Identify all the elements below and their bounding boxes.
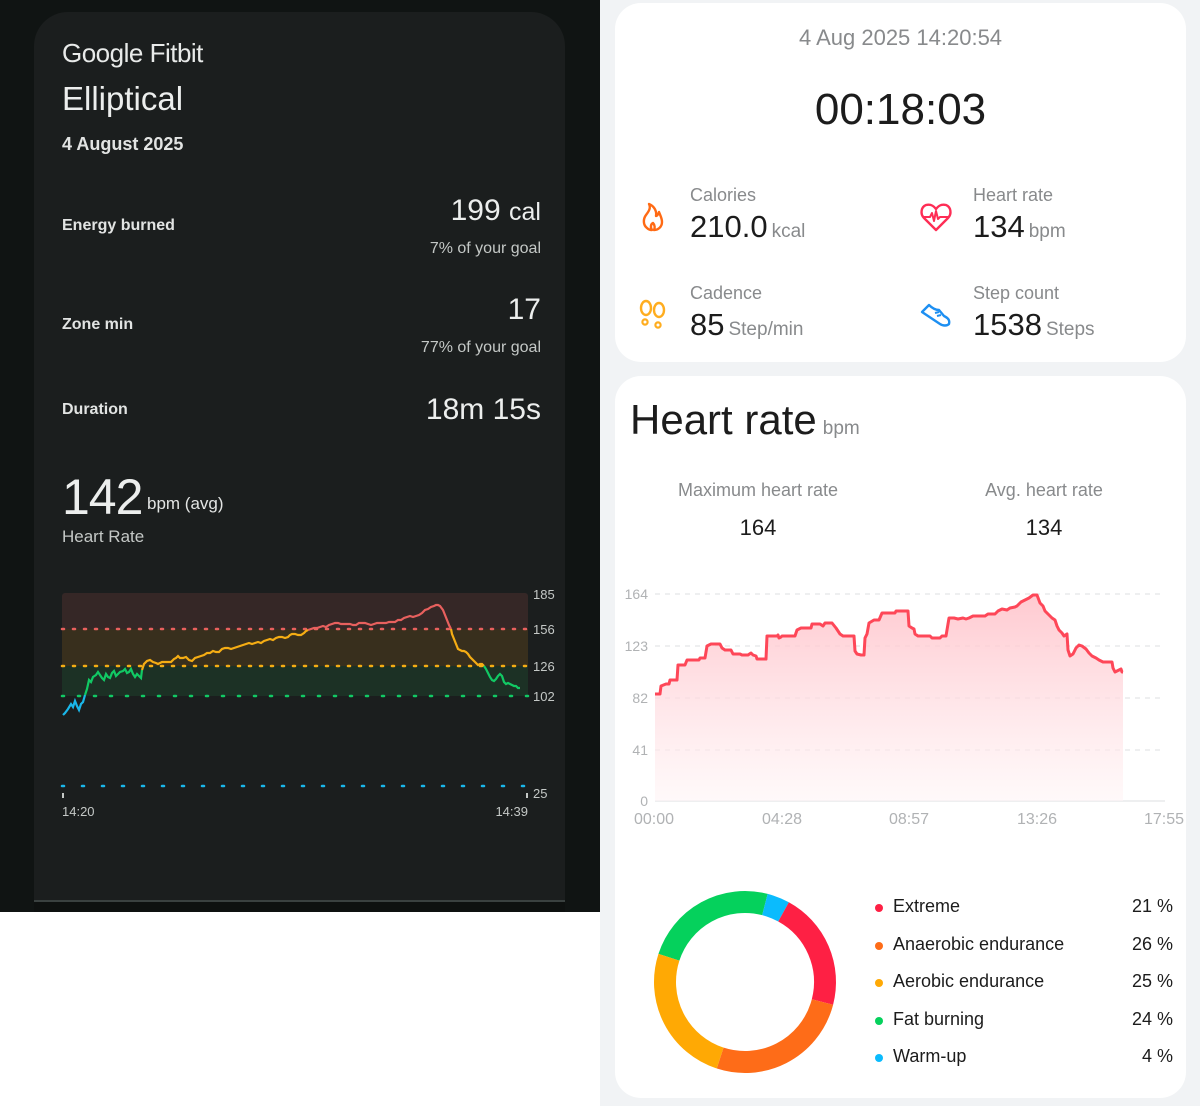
stat-heart-rate: Heart rate 134 bpm xyxy=(918,185,1178,255)
divider xyxy=(34,900,565,902)
svg-text:126: 126 xyxy=(533,659,555,674)
heart-pulse-icon xyxy=(920,203,952,232)
step-count-value: 1538 Steps xyxy=(973,307,1095,342)
svg-text:185: 185 xyxy=(533,587,555,602)
legend-dot-icon xyxy=(875,1016,883,1025)
workout-summary-card: 4 Aug 2025 14:20:54 00:18:03 Calories 21… xyxy=(615,3,1186,362)
svg-text:08:57: 08:57 xyxy=(889,811,929,828)
heart-rate-section-title: Heart rate bpm xyxy=(630,396,860,443)
heart-rate-card: Heart rate bpm Maximum heart rate 164 Avg… xyxy=(615,376,1186,1098)
legend-item-aerobic: Aerobic endurance 25 % xyxy=(873,969,1173,1007)
zone-min-goal: 77% of your goal xyxy=(420,339,541,356)
legend-item-anaerobic: Anaerobic endurance 26 % xyxy=(873,932,1173,970)
svg-text:164: 164 xyxy=(625,586,649,602)
svg-text:04:28: 04:28 xyxy=(762,811,802,828)
fitbit-logo: Google Fitbit xyxy=(62,38,203,68)
activity-date: 4 August 2025 xyxy=(62,134,184,154)
workout-duration: 00:18:03 xyxy=(814,85,987,134)
energy-label: Energy burned xyxy=(62,217,175,234)
legend-dot-icon xyxy=(875,1054,883,1062)
zone-min-label: Zone min xyxy=(62,316,134,333)
stat-cadence: Cadence 85 Step/min xyxy=(635,283,895,353)
svg-text:14:20: 14:20 xyxy=(62,804,95,819)
legend-item-fat-burning: Fat burning 24 % xyxy=(873,1007,1173,1045)
legend-item-extreme: Extreme 21 % xyxy=(873,894,1173,932)
heart-rate-value: 134 bpm xyxy=(973,209,1066,244)
stat-calories: Calories 210.0 kcal xyxy=(635,185,895,255)
svg-text:156: 156 xyxy=(533,622,555,637)
fitbit-heart-rate-chart: 185 156 126 102 25 14:20 14:39 xyxy=(60,587,555,819)
energy-goal: 7% of your goal xyxy=(429,240,541,257)
legend-dot-icon xyxy=(875,979,883,987)
svg-text:123: 123 xyxy=(625,638,649,654)
avg-heart-rate: Avg. heart rate 134 xyxy=(985,480,1103,540)
svg-text:00:00: 00:00 xyxy=(634,811,674,828)
max-heart-rate: Maximum heart rate 164 xyxy=(677,480,839,540)
activity-title: Elliptical xyxy=(62,80,184,117)
svg-text:82: 82 xyxy=(632,690,648,706)
avg-heart-rate-unit: bpm (avg) xyxy=(147,494,224,513)
svg-text:0: 0 xyxy=(640,793,648,809)
svg-text:102: 102 xyxy=(533,689,555,704)
avg-heart-rate-value: 142 xyxy=(62,469,143,525)
zone-min-value: 17 xyxy=(507,293,541,326)
heart-rate-label: Heart Rate xyxy=(62,527,145,546)
fitbit-workout-card: Google Fitbit Elliptical 4 August 2025 E… xyxy=(34,12,565,912)
footprints-icon xyxy=(639,299,666,329)
svg-text:17:55: 17:55 xyxy=(1144,811,1184,828)
stat-step-count: Step count 1538 Steps xyxy=(918,283,1178,353)
cadence-value: 85 Step/min xyxy=(690,307,804,342)
legend-dot-icon xyxy=(875,904,883,912)
zones-legend: Extreme 21 % Anaerobic endurance 26 % Ae… xyxy=(873,894,1173,1082)
calories-value: 210.0 kcal xyxy=(690,209,806,244)
legend-item-warm-up: Warm-up 4 % xyxy=(873,1044,1173,1082)
heart-rate-zones-donut xyxy=(654,891,836,1073)
svg-text:25: 25 xyxy=(533,786,547,801)
svg-text:13:26: 13:26 xyxy=(1017,811,1057,828)
energy-value: 199 cal xyxy=(450,194,541,227)
workout-datetime: 4 Aug 2025 14:20:54 xyxy=(798,25,1003,50)
svg-text:41: 41 xyxy=(632,742,648,758)
heart-rate-area-chart: 164 123 82 41 0 00:00 04:28 08:57 13:26 … xyxy=(625,586,1184,828)
shoe-icon xyxy=(920,303,951,327)
legend-dot-icon xyxy=(875,941,883,950)
flame-icon xyxy=(642,202,664,232)
duration-label: Duration xyxy=(62,401,128,418)
svg-text:14:39: 14:39 xyxy=(495,804,528,819)
duration-value: 18m 15s xyxy=(425,393,541,426)
